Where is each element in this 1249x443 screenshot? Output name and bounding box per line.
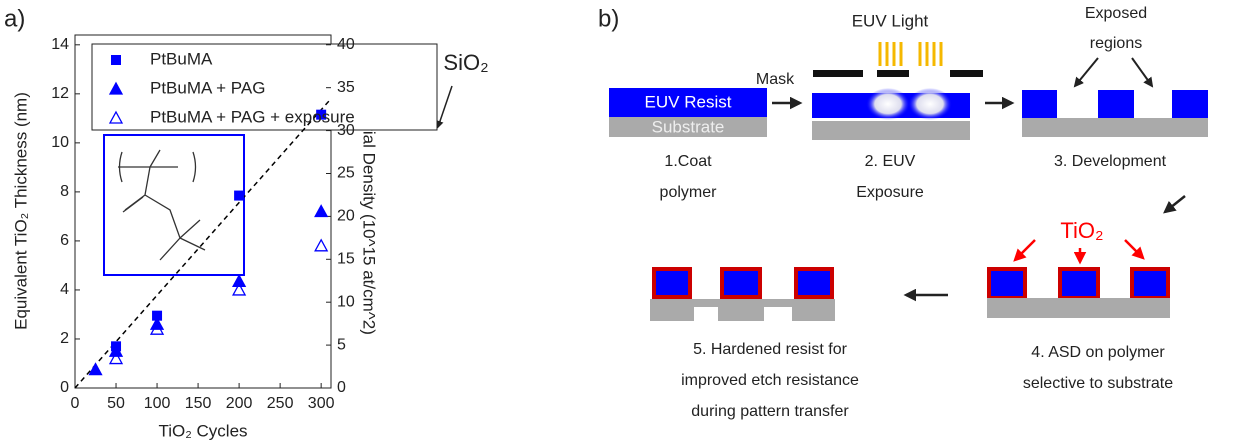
diagram-b: b) EUV Resist Substrate EUV Light Mask E… [598, 5, 1208, 420]
y2-tick-label: 25 [337, 165, 355, 182]
euv-light-label: EUV Light [852, 11, 929, 30]
panel-label: a) [4, 5, 25, 32]
arrow [1163, 195, 1186, 214]
legend-marker [108, 110, 124, 124]
resist [609, 88, 767, 117]
exposed-label: Exposed [1085, 5, 1147, 22]
arrow [1073, 57, 1099, 88]
reference-line [74, 98, 332, 389]
exposure-glow [866, 88, 910, 120]
resist-blocks [1022, 90, 1208, 118]
y-tick-label: 8 [60, 183, 69, 200]
substrate-label: Substrate [652, 117, 725, 136]
marker [88, 362, 103, 376]
euv-rays [878, 42, 943, 66]
panel-label: b) [598, 5, 619, 32]
substrate [609, 117, 767, 137]
step-label: 3. Development [1054, 153, 1167, 170]
marker [152, 310, 163, 321]
exposure-glow [908, 88, 952, 120]
x-tick-label: 250 [267, 395, 294, 412]
x-tick-label: 0 [71, 395, 80, 412]
substrate [987, 298, 1170, 318]
marker [314, 204, 329, 218]
x-tick-label: 50 [107, 395, 125, 412]
red-arrows [1013, 239, 1145, 265]
y2-tick-label: 5 [337, 336, 346, 353]
y-tick-label: 12 [51, 85, 69, 102]
y2-tick-label: 10 [337, 293, 355, 310]
x-tick-label: 300 [308, 395, 335, 412]
arrow [1131, 57, 1154, 88]
chemical-structure [118, 149, 206, 261]
etched-substrate [650, 299, 835, 321]
substrate [812, 121, 970, 140]
y2-tick-label: 15 [337, 251, 355, 268]
step-label: 1.Coat [664, 153, 712, 170]
y2-tick-label: 0 [337, 379, 346, 396]
y2-tick-label: 35 [337, 79, 355, 96]
exposed-label: regions [1090, 35, 1142, 52]
coated-blocks [987, 267, 1170, 300]
y-tick-label: 2 [60, 330, 69, 347]
y-tick-label: 10 [51, 134, 69, 151]
legend-marker [108, 81, 124, 95]
y-tick-label: 14 [51, 36, 69, 53]
marker [108, 351, 124, 365]
x-tick-label: 100 [144, 395, 171, 412]
legend-label: PtBuMA + PAG [150, 78, 265, 97]
chart-a: a) TiO₂ Cycles Equivalent TiO₂ Thickness… [4, 5, 489, 440]
annotation: SiO₂ [443, 50, 488, 75]
tio2-label: TiO₂ [1060, 218, 1103, 243]
legend-label: PtBuMA + PAG + exposure [150, 107, 355, 126]
y2-tick-label: 40 [337, 36, 355, 53]
step-label: polymer [660, 184, 718, 201]
x-tick-label: 200 [226, 395, 253, 412]
marker [314, 238, 329, 252]
marker [232, 282, 247, 296]
mask-label: Mask [756, 71, 795, 88]
legend-label: PtBuMA [150, 49, 213, 68]
step-label: 5. Hardened resist for [693, 341, 848, 358]
legend-marker [111, 55, 121, 65]
step-label: 2. EUV [865, 153, 916, 170]
marker [234, 190, 245, 201]
step-label: Exposure [856, 184, 924, 201]
step-label: selective to substrate [1023, 375, 1173, 392]
x-axis-label: TiO₂ Cycles [158, 421, 247, 440]
substrate [1022, 118, 1208, 137]
step-label: improved etch resistance [681, 372, 859, 389]
step-label: during pattern transfer [691, 403, 849, 420]
y2-tick-label: 20 [337, 208, 355, 225]
marker [232, 274, 247, 288]
step-label: 4. ASD on polymer [1031, 344, 1165, 361]
inset-structure-box [103, 134, 245, 276]
x-tick-label: 150 [185, 395, 212, 412]
annotation-arrow [436, 85, 453, 129]
y-tick-label: 6 [60, 232, 69, 249]
y-tick-label: 0 [60, 379, 69, 396]
resist-label: EUV Resist [645, 92, 732, 111]
legend [91, 43, 438, 131]
hardened-blocks [652, 267, 834, 299]
y-axis-label: Equivalent TiO₂ Thickness (nm) [11, 92, 30, 330]
y2-axis-label: Ti Aerial Density (10^15 at/cm^2) [360, 87, 379, 335]
marker [108, 343, 124, 357]
y-tick-label: 4 [60, 281, 69, 298]
mask [813, 70, 983, 77]
marker [316, 109, 327, 120]
marker [149, 321, 165, 335]
y2-tick-label: 30 [337, 122, 355, 139]
plot-frame [74, 34, 332, 389]
